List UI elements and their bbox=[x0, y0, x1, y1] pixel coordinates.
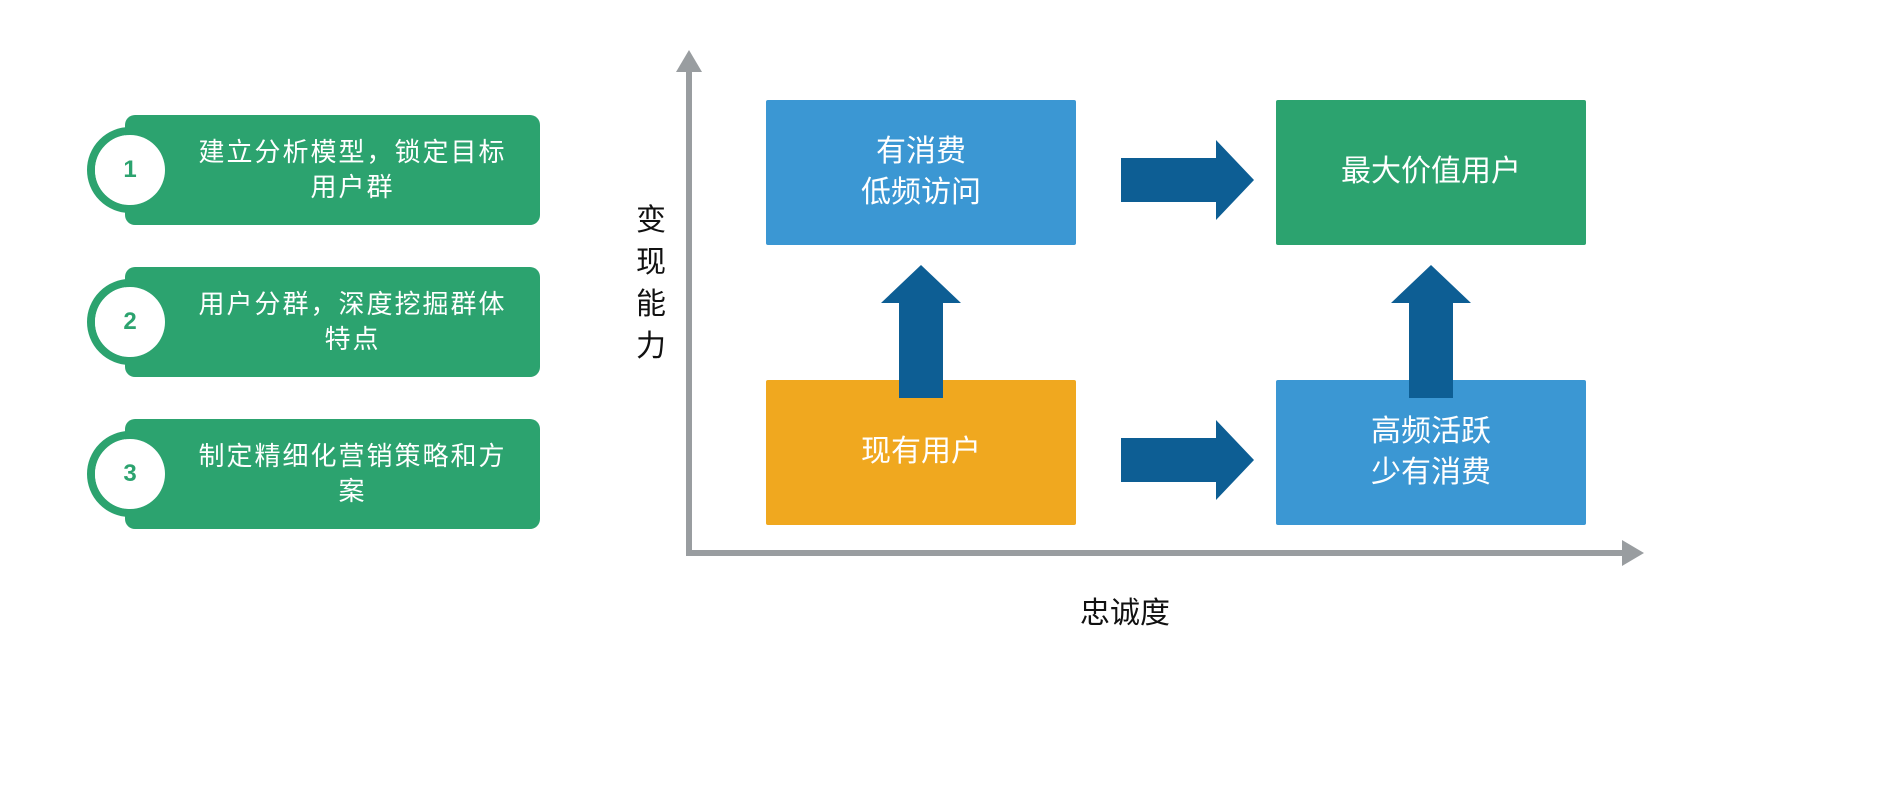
step-text: 用户分群，深度挖掘群体特点 bbox=[185, 287, 520, 357]
arrow-up-right bbox=[1391, 265, 1471, 398]
quadrant-chart: 变现能力 忠诚度 有消费低频访问 最大价值用户 现有用户 高频活跃少有消费 bbox=[640, 40, 1840, 760]
step-item-1: 建立分析模型，锁定目标用户群 1 bbox=[95, 115, 540, 225]
arrow-right-bottom bbox=[1121, 420, 1254, 500]
step-text: 制定精细化营销策略和方案 bbox=[185, 439, 520, 509]
step-text: 建立分析模型，锁定目标用户群 bbox=[185, 135, 520, 205]
arrow-right-top bbox=[1121, 140, 1254, 220]
step-number: 3 bbox=[123, 460, 136, 488]
x-axis-label: 忠诚度 bbox=[1080, 588, 1170, 632]
step-item-2: 用户分群，深度挖掘群体特点 2 bbox=[95, 267, 540, 377]
x-axis-arrow-icon bbox=[1622, 540, 1644, 566]
step-badge: 1 bbox=[95, 135, 165, 205]
arrow-up-left bbox=[881, 265, 961, 398]
step-item-3: 制定精细化营销策略和方案 3 bbox=[95, 419, 540, 529]
step-number: 2 bbox=[123, 308, 136, 336]
quad-bot-left: 现有用户 bbox=[766, 380, 1076, 525]
step-bar: 建立分析模型，锁定目标用户群 bbox=[125, 115, 540, 225]
step-bar: 制定精细化营销策略和方案 bbox=[125, 419, 540, 529]
step-badge: 2 bbox=[95, 287, 165, 357]
quad-top-left: 有消费低频访问 bbox=[766, 100, 1076, 245]
step-number: 1 bbox=[123, 156, 136, 184]
y-axis-arrow-icon bbox=[676, 50, 702, 72]
x-axis bbox=[686, 550, 1626, 556]
y-axis bbox=[686, 68, 692, 554]
step-badge: 3 bbox=[95, 439, 165, 509]
quad-top-right: 最大价值用户 bbox=[1276, 100, 1586, 245]
step-bar: 用户分群，深度挖掘群体特点 bbox=[125, 267, 540, 377]
step-list: 建立分析模型，锁定目标用户群 1 用户分群，深度挖掘群体特点 2 制定精细化营销… bbox=[95, 115, 540, 571]
quad-bot-right: 高频活跃少有消费 bbox=[1276, 380, 1586, 525]
y-axis-label: 变现能力 bbox=[634, 200, 668, 368]
